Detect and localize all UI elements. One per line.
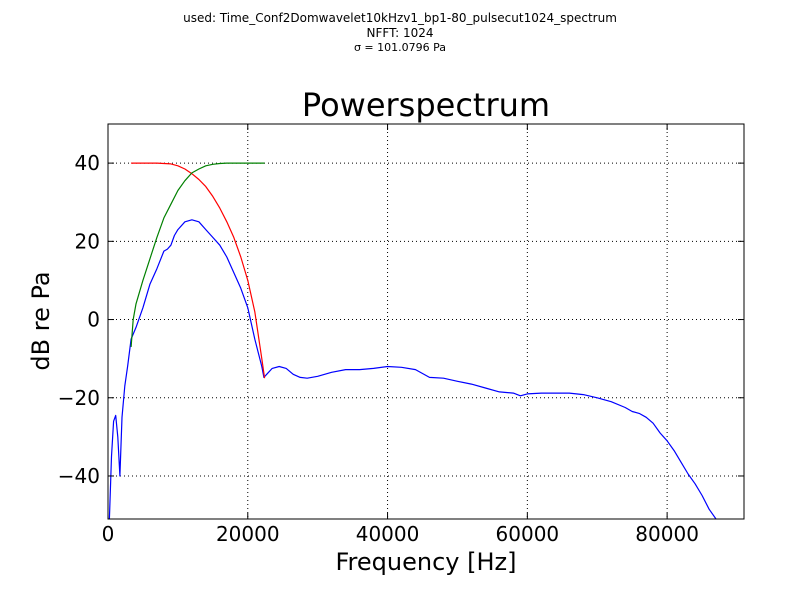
x-tick-label: 40000 <box>356 522 420 546</box>
suptitle-sigma-line: σ = 101.0796 Pa <box>353 41 447 54</box>
x-tick-label: 60000 <box>496 522 560 546</box>
suptitle-nfft-line: NFFT: 1024 <box>366 26 434 40</box>
chart-title: Powerspectrum <box>302 86 550 124</box>
series-line-2 <box>130 162 265 347</box>
y-axis-label: dB re Pa <box>27 271 55 370</box>
x-tick-label: 80000 <box>635 522 699 546</box>
series-line-0 <box>108 219 718 519</box>
y-tick-label: −40 <box>58 464 100 488</box>
y-tick-label: 40 <box>75 151 100 175</box>
suptitle-source-line: used: Time_Conf2Domwavelet10kHzv1_bp1-80… <box>183 11 617 25</box>
grid <box>108 124 744 519</box>
plot-frame <box>107 123 745 520</box>
y-tick-label: −20 <box>58 386 100 410</box>
x-tick-label: 0 <box>102 522 115 546</box>
y-tick-label: 0 <box>87 308 100 332</box>
y-tick-label: 20 <box>75 229 100 253</box>
series-layer <box>108 162 718 519</box>
x-axis-label: Frequency [Hz] <box>336 548 517 576</box>
ticks: 0 20000 40000 60000 80000 −40 −20 0 20 40 <box>58 124 744 546</box>
series-line-1 <box>131 162 266 379</box>
x-tick-label: 20000 <box>216 522 280 546</box>
